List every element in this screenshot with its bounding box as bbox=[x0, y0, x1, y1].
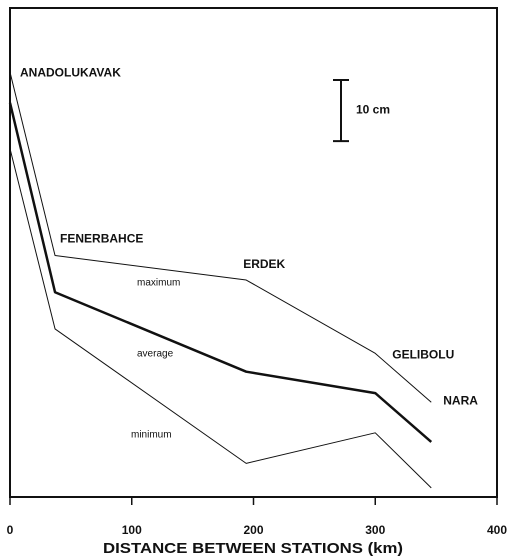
station-label: GELIBOLU bbox=[392, 348, 454, 362]
scale-label: 10 cm bbox=[356, 103, 390, 117]
station-label: NARA bbox=[443, 393, 478, 407]
x-tick-label: 400 bbox=[487, 523, 507, 537]
station-label: FENERBAHCE bbox=[60, 232, 143, 246]
series-label: average bbox=[137, 349, 174, 360]
series-line bbox=[9, 148, 432, 489]
series-label: maximum bbox=[137, 278, 180, 289]
series-label: minimum bbox=[131, 430, 172, 441]
x-tick-label: 300 bbox=[365, 523, 385, 537]
plot-frame bbox=[9, 7, 498, 498]
x-tick-label: 0 bbox=[7, 523, 14, 537]
station-label: ANADOLUKAVAK bbox=[20, 65, 121, 79]
series-line bbox=[9, 72, 432, 403]
x-tick-label: 200 bbox=[243, 523, 263, 537]
series-line bbox=[8, 102, 433, 443]
x-tick-label: 100 bbox=[122, 523, 142, 537]
station-label: ERDEK bbox=[243, 257, 285, 271]
x-axis-label: DISTANCE BETWEEN STATIONS (km) bbox=[103, 540, 403, 557]
